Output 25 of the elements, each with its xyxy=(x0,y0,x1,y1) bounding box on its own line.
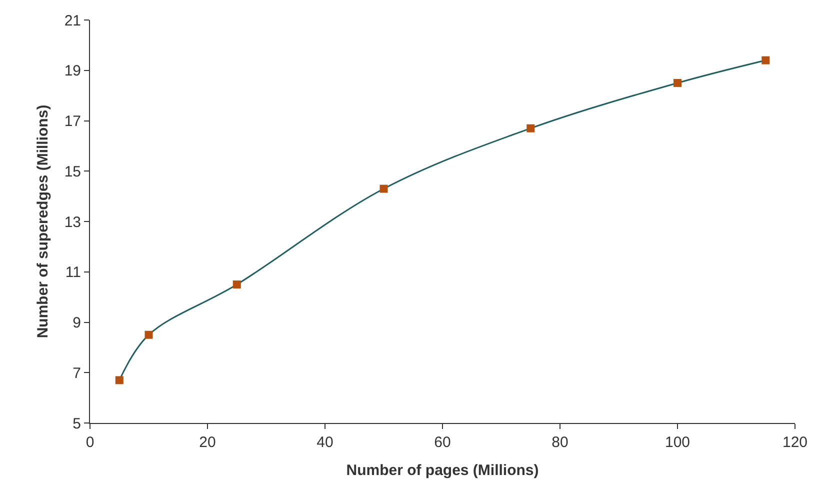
y-axis-title: Number of superedges (Millions) xyxy=(34,104,52,338)
y-tick-label: 19 xyxy=(64,62,81,80)
y-tick-label: 21 xyxy=(64,12,81,30)
x-tick-label: 120 xyxy=(782,434,808,451)
x-tick-label: 100 xyxy=(664,434,690,451)
y-tick-label: 11 xyxy=(65,264,81,282)
x-axis-title: Number of pages (Millions) xyxy=(346,462,539,479)
point xyxy=(526,124,535,132)
x-tick-label: 40 xyxy=(316,434,334,451)
point xyxy=(144,330,153,339)
y-tick-label: 5 xyxy=(72,415,81,432)
y-tick-label: 7 xyxy=(72,364,81,382)
point xyxy=(115,376,124,384)
x-tick-label: 80 xyxy=(552,434,568,451)
point xyxy=(762,56,770,64)
y-tick-label: 13 xyxy=(64,214,81,231)
y-tick-label: 9 xyxy=(72,314,81,332)
x-tick-label: 60 xyxy=(434,434,451,451)
x-tick-label: 20 xyxy=(199,434,216,451)
point xyxy=(380,184,388,193)
y-tick-label: 15 xyxy=(64,163,81,180)
y-tick-label: 17 xyxy=(64,113,81,130)
point xyxy=(232,280,241,288)
point xyxy=(674,78,682,87)
x-tick-label: 0 xyxy=(86,434,94,451)
